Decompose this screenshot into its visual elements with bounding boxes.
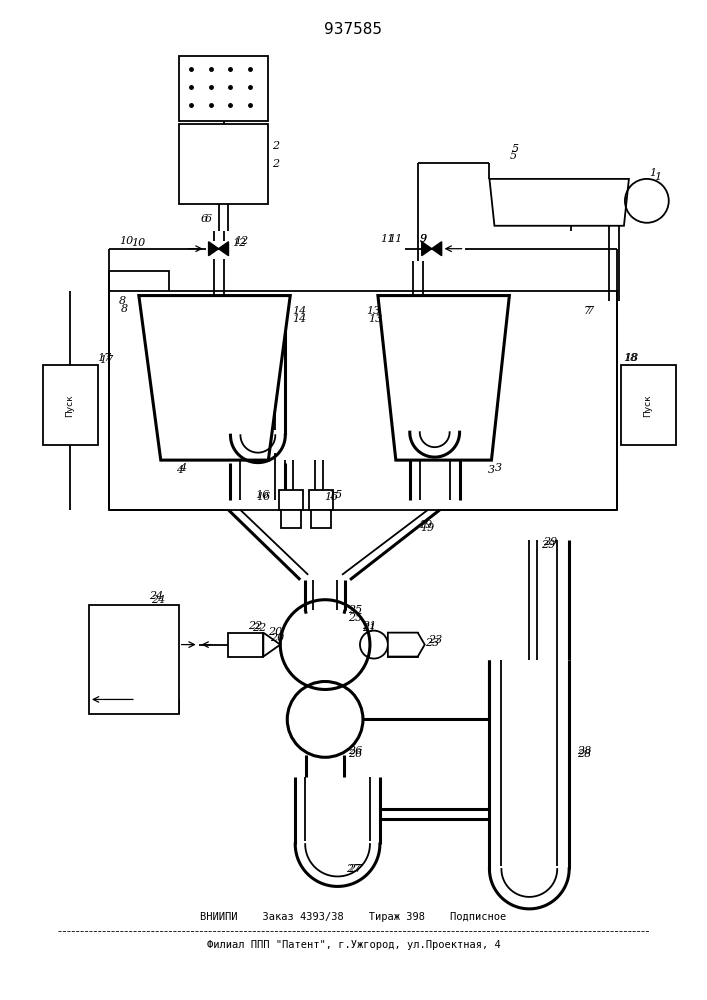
Text: 29: 29	[542, 540, 556, 550]
Text: 23: 23	[425, 638, 439, 648]
Text: 10: 10	[131, 238, 145, 248]
Text: 7: 7	[584, 306, 591, 316]
Polygon shape	[209, 242, 228, 256]
Polygon shape	[489, 179, 629, 226]
Text: Пуск: Пуск	[643, 394, 653, 417]
Text: 29: 29	[543, 537, 558, 547]
Text: 13: 13	[368, 314, 382, 324]
Text: 18: 18	[623, 353, 637, 363]
Text: 3: 3	[494, 463, 501, 473]
Bar	[43, 365, 98, 445]
Text: 28: 28	[577, 746, 591, 756]
Text: 7: 7	[587, 306, 594, 316]
Bar	[311, 510, 331, 528]
Text: 3: 3	[487, 465, 495, 475]
Text: 17: 17	[99, 355, 113, 365]
Text: 12: 12	[235, 236, 249, 246]
Bar	[228, 633, 263, 657]
Polygon shape	[139, 296, 291, 460]
Bar	[621, 365, 676, 445]
Text: 22: 22	[248, 621, 263, 631]
Text: ВНИИПИ    Заказ 4393/38    Тираж 398    Подписное: ВНИИПИ Заказ 4393/38 Тираж 398 Подписное	[200, 912, 507, 922]
Text: 10: 10	[119, 236, 133, 246]
Text: 13: 13	[366, 306, 380, 316]
Polygon shape	[422, 242, 442, 256]
Text: 26: 26	[348, 746, 362, 756]
Text: 28: 28	[577, 749, 591, 759]
Text: 25: 25	[348, 605, 362, 615]
Text: 937585: 937585	[325, 22, 382, 37]
Text: 4: 4	[176, 465, 183, 475]
Text: 12: 12	[233, 238, 247, 248]
Text: 19: 19	[418, 520, 432, 530]
Text: 1: 1	[654, 172, 661, 182]
Text: 11: 11	[388, 234, 402, 244]
Bar	[309, 490, 333, 510]
Text: 16: 16	[257, 492, 271, 502]
Text: 4: 4	[179, 463, 186, 473]
Text: 24: 24	[151, 595, 165, 605]
Text: 26: 26	[348, 749, 362, 759]
Text: 22: 22	[252, 623, 267, 633]
Text: 8: 8	[119, 296, 126, 306]
Text: 14: 14	[292, 306, 307, 316]
Text: 21: 21	[362, 621, 376, 631]
Bar	[179, 124, 269, 204]
Text: 16: 16	[255, 490, 269, 500]
Text: 24: 24	[148, 591, 163, 601]
Text: 2: 2	[272, 159, 279, 169]
Text: 9: 9	[420, 234, 427, 244]
Text: 15: 15	[328, 490, 342, 500]
Text: 18: 18	[624, 353, 638, 363]
Text: 5: 5	[511, 144, 518, 154]
Text: 1: 1	[649, 168, 656, 178]
Bar	[109, 271, 169, 380]
Text: 6: 6	[201, 214, 208, 224]
Bar	[179, 56, 269, 121]
Text: Пуск: Пуск	[66, 394, 75, 417]
Text: 14: 14	[292, 314, 307, 324]
Text: 5: 5	[509, 151, 517, 161]
Text: Филиал ППП "Патент", г.Ужгород, ул.Проектная, 4: Филиал ППП "Патент", г.Ужгород, ул.Проек…	[206, 940, 501, 950]
Bar	[89, 605, 179, 714]
Bar	[109, 291, 617, 510]
Text: 2: 2	[272, 141, 279, 151]
Bar	[279, 490, 303, 510]
Polygon shape	[388, 633, 425, 657]
Text: 11: 11	[380, 234, 394, 244]
Text: 27: 27	[346, 864, 361, 874]
Polygon shape	[263, 633, 280, 657]
Text: 19: 19	[420, 523, 434, 533]
Text: 6: 6	[204, 214, 211, 224]
Bar	[388, 633, 418, 657]
Polygon shape	[378, 296, 509, 460]
Text: 23: 23	[428, 635, 442, 645]
Text: 27: 27	[348, 864, 362, 874]
Text: 20: 20	[269, 627, 283, 637]
Text: 17: 17	[97, 353, 111, 363]
Text: 15: 15	[324, 492, 339, 502]
Text: 9: 9	[420, 234, 427, 244]
Text: 8: 8	[121, 304, 128, 314]
Bar	[281, 510, 301, 528]
Text: 21: 21	[362, 623, 376, 633]
Text: 20: 20	[270, 633, 285, 643]
Text: 25: 25	[348, 613, 362, 623]
